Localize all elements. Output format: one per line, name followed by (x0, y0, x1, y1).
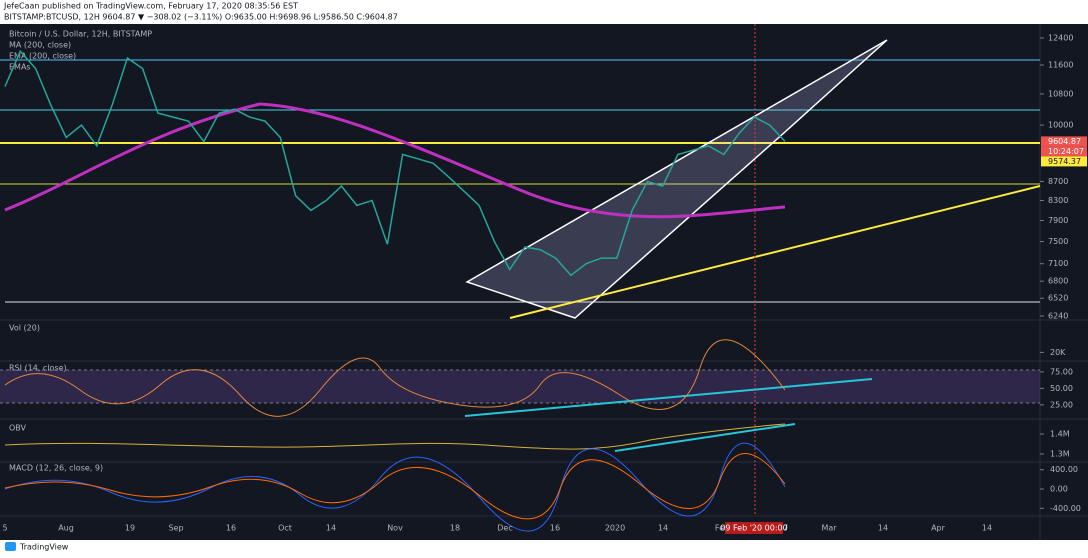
x-tick-label: 18 (450, 524, 460, 533)
footer-bg (0, 540, 1088, 554)
y-tick-label: -400.00 (1050, 504, 1081, 513)
x-tick-label: Sep (168, 524, 183, 533)
obv-line (4, 423, 786, 450)
last-price: 9604.87 (1048, 137, 1081, 146)
y-tick-label: 1.4M (1050, 430, 1070, 439)
y-tick-label: 8700 (1048, 177, 1068, 186)
y-tick-label: 1.3M (1050, 450, 1070, 459)
x-tick-label: 14 (982, 524, 992, 533)
rsi-trendline (464, 378, 873, 417)
macd-line (4, 442, 786, 532)
legend-entry: MA (200, close) (9, 41, 71, 50)
y-tick-label: 6520 (1048, 294, 1068, 303)
y-tick-label: 75.00 (1050, 367, 1073, 376)
price-line (4, 49, 786, 277)
y-tick-label: 11600 (1048, 60, 1073, 69)
brand: TradingView (19, 543, 69, 552)
x-tick-label: Dec (497, 524, 512, 533)
x-tick-label: Aug (58, 524, 74, 533)
y-tick-label: 8300 (1048, 196, 1068, 205)
x-tick-label: 5 (2, 524, 7, 533)
pane-label: MACD (12, 26, close, 9) (9, 464, 103, 473)
crosshair-label: 09 Feb '20 00:00 (720, 524, 787, 533)
pane-label: OBV (9, 424, 27, 433)
legend-entry: EMA (200, close) (9, 52, 76, 61)
x-tick-label: 16 (550, 524, 560, 533)
ema-price: 9574.37 (1048, 157, 1081, 166)
x-tick-label: Feb (715, 524, 729, 533)
ema-price-bg (1041, 156, 1087, 167)
y-tick-label: 10800 (1048, 89, 1073, 98)
x-tick-label: Nov (387, 524, 403, 533)
trendline (509, 185, 1041, 319)
countdown: 10:24:07 (1048, 147, 1084, 156)
publish-line: JefeCaan published on TradingView.com, F… (3, 2, 298, 11)
y-tick-label: 7100 (1048, 259, 1068, 268)
y-tick-label: 25.00 (1050, 400, 1073, 409)
y-tick-label: 10000 (1048, 121, 1073, 130)
x-tick-label: 14 (658, 524, 668, 533)
y-tick-label: 6800 (1048, 277, 1068, 286)
y-tick-label: 7900 (1048, 216, 1068, 225)
y-tick-label: 50.00 (1050, 384, 1073, 393)
y-tick-label: 12400 (1048, 34, 1073, 43)
y-tick-label: 7500 (1048, 237, 1068, 246)
legend-entry: EMAs (9, 63, 31, 72)
rsi-band (0, 370, 1040, 403)
pane-label: Vol (20) (9, 324, 40, 333)
x-tick-label: Apr (931, 524, 946, 533)
rsi-line (4, 339, 786, 417)
rising-wedge (465, 39, 888, 319)
y-tick-label: 0.00 (1050, 485, 1068, 494)
pane-label: RSI (14, close) (9, 364, 67, 373)
signal-line (4, 453, 786, 520)
obv-trendline (614, 423, 796, 452)
crosshair-label-bg (725, 522, 783, 534)
y-tick-label: 20K (1050, 348, 1066, 357)
x-tick-label: 16 (226, 524, 236, 533)
y-tick-label: 400.00 (1050, 465, 1078, 474)
ema-200 (4, 102, 786, 219)
chart-title: Bitcoin / U.S. Dollar, 12H, BITSTAMP (9, 30, 152, 39)
x-tick-label: 19 (125, 524, 135, 533)
symbol-line: BITSTAMP:BTCUSD, 12H 9604.87 ▼ −308.02 (… (4, 13, 398, 22)
x-tick-label: 14 (878, 524, 888, 533)
x-tick-label: 2020 (605, 524, 625, 533)
x-tick-label: Oct (278, 524, 292, 533)
x-tick-label: 14 (326, 524, 336, 533)
countdown-bg (1041, 146, 1087, 157)
x-tick-label: Mar (821, 524, 837, 533)
brand-logo (5, 542, 16, 551)
y-tick-label: 6240 (1048, 312, 1068, 321)
last-price-bg (1041, 136, 1087, 147)
